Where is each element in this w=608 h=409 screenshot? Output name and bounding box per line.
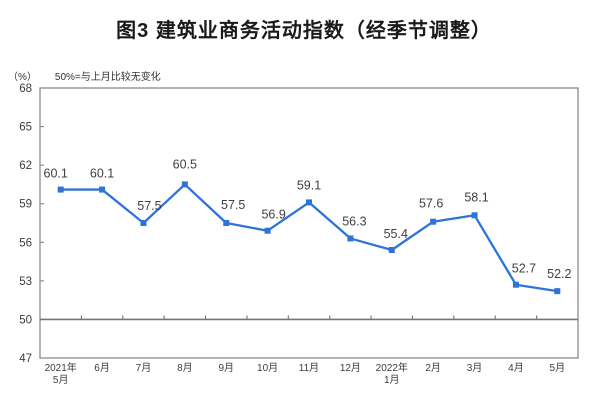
y-axis-tick-label: 59 bbox=[19, 199, 32, 211]
data-point-label: 57.5 bbox=[137, 199, 161, 213]
y-axis-tick-label: 68 bbox=[19, 83, 32, 95]
x-axis-tick-label: 6月 bbox=[94, 362, 110, 374]
chart-title: 图3 建筑业商务活动指数（经季节调整） bbox=[116, 20, 492, 42]
data-point-label: 56.9 bbox=[261, 208, 285, 222]
x-axis-tick-label: 5月 bbox=[53, 374, 69, 386]
x-axis-tick-label: 11月 bbox=[299, 362, 319, 374]
y-axis-tick-label: 47 bbox=[19, 353, 32, 365]
data-point-label: 58.1 bbox=[464, 190, 488, 204]
data-point-marker bbox=[388, 247, 395, 253]
data-point-label: 57.6 bbox=[419, 197, 443, 211]
x-axis-tick-label: 12月 bbox=[340, 362, 361, 374]
data-point-label: 55.4 bbox=[384, 227, 408, 241]
data-point-label: 56.3 bbox=[342, 214, 366, 228]
data-point-marker bbox=[264, 227, 271, 234]
y-axis-unit-label: （%） bbox=[8, 72, 37, 83]
chart-subtitle-row: （%） 50%=与上月比较无变化 bbox=[8, 68, 161, 83]
data-point-marker bbox=[306, 199, 312, 206]
data-point-label: 60.5 bbox=[173, 157, 197, 171]
data-point-marker bbox=[223, 220, 230, 226]
data-point-label: 60.1 bbox=[90, 167, 114, 181]
x-axis-tick-label: 10月 bbox=[257, 362, 278, 374]
data-point-label: 59.1 bbox=[297, 178, 321, 192]
x-axis-tick-label: 5月 bbox=[550, 362, 566, 374]
plot-area-border bbox=[39, 87, 579, 359]
y-axis-tick-label: 65 bbox=[19, 122, 32, 134]
y-axis-tick-label: 62 bbox=[19, 160, 32, 172]
data-point-marker bbox=[181, 181, 188, 188]
x-axis-tick-label: 9月 bbox=[218, 362, 234, 374]
x-axis-tick-label: 2021年 bbox=[45, 361, 77, 374]
data-point-marker bbox=[140, 220, 147, 226]
data-point-marker bbox=[430, 218, 437, 225]
y-axis-tick-label: 53 bbox=[19, 276, 32, 288]
data-point-marker bbox=[99, 186, 106, 193]
x-axis-tick-label: 8月 bbox=[177, 362, 193, 374]
reference-note-label: 50%=与上月比较无变化 bbox=[54, 72, 161, 83]
x-axis-tick-label: 7月 bbox=[136, 362, 152, 374]
data-point-marker bbox=[471, 212, 478, 219]
x-axis-tick-label: 2022年 bbox=[376, 361, 408, 374]
data-point-label: 52.7 bbox=[512, 262, 536, 276]
data-point-marker bbox=[347, 235, 354, 242]
y-axis-tick-label: 50 bbox=[19, 314, 32, 326]
data-point-label: 52.2 bbox=[547, 267, 571, 281]
data-point-marker bbox=[57, 186, 64, 193]
data-point-label: 57.5 bbox=[221, 198, 245, 212]
x-axis-tick-label: 4月 bbox=[508, 362, 524, 374]
data-point-label: 60.1 bbox=[44, 167, 68, 181]
x-axis-tick-label: 2月 bbox=[425, 362, 441, 374]
y-axis-tick-label: 56 bbox=[19, 237, 32, 249]
data-point-marker bbox=[512, 281, 519, 288]
data-point-marker bbox=[554, 288, 561, 295]
x-axis-tick-label: 3月 bbox=[467, 362, 483, 374]
x-axis-tick-label: 1月 bbox=[384, 374, 400, 386]
